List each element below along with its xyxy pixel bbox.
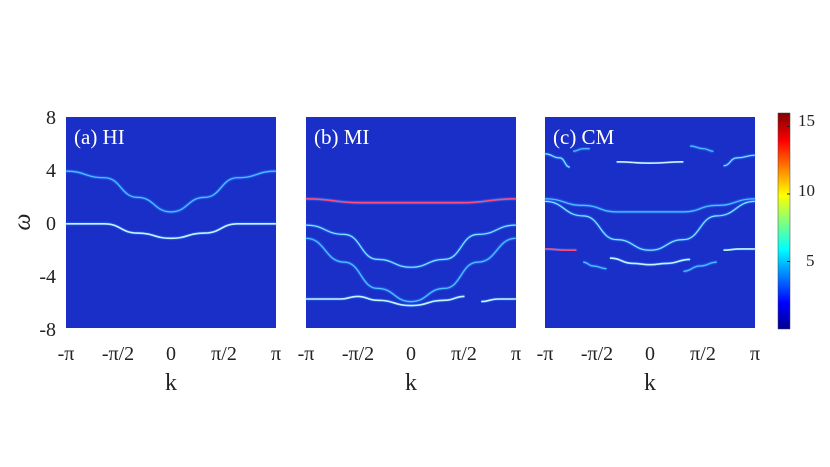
band-line [723,154,755,167]
x-tick-label: π/2 [451,343,477,365]
band-line [609,257,691,266]
colorbar-ticks [787,126,790,262]
x-tick-label: 0 [406,343,416,365]
panel-b-plot-area [306,117,516,328]
band-line [616,161,684,165]
band-line [66,222,276,240]
colorbar-gradient [777,112,791,330]
band-line [545,248,577,251]
band-line [66,170,276,213]
x-tick-label: 0 [645,343,655,365]
band-line [306,295,465,307]
band-line [723,248,755,251]
x-tick-label: π [511,343,521,365]
band-line [306,198,516,204]
x-tick-label: π [271,343,281,365]
panel-c: (c) CM -π -π/2 0 π/2 π k [537,117,760,396]
x-tick-label: -π/2 [581,343,613,365]
band-line [545,198,755,213]
x-axis-label: k [165,370,177,396]
y-tick-label: -4 [39,266,56,288]
x-tick-label: -π/2 [342,343,374,365]
band-line [583,261,607,270]
panel-a-bands [66,169,276,240]
colorbar-tick-label: 5 [806,251,815,270]
x-tick-label: -π/2 [102,343,134,365]
panel-b-bands [305,197,517,308]
band-line [573,148,590,152]
x-tick-label: π/2 [690,343,716,365]
y-tick-label: 0 [46,213,56,235]
colorbar-tick-label: 15 [798,111,815,130]
band-line [306,237,516,303]
band-line [545,200,755,251]
panel-a-title: (a) HI [74,125,125,149]
x-axis-label: k [644,370,656,396]
panel-b: (b) MI -π -π/2 0 π/2 π k [298,117,521,396]
x-tick-label: 0 [166,343,176,365]
x-tick-label: -π [58,343,75,365]
x-tick-label: -π [298,343,315,365]
panel-c-plot-area [545,117,755,328]
colorbar: 15 10 5 [777,111,815,330]
y-axis-label: ω [10,214,36,231]
band-line [683,261,717,272]
band-line [306,224,516,268]
x-axis-label: k [405,370,417,396]
y-tick-label: 8 [46,107,56,129]
x-tick-label: -π [537,343,554,365]
band-line [690,145,714,152]
band-line [545,153,570,168]
colorbar-tick-label: 10 [798,181,815,200]
panel-a: (a) HI 8 4 0 -4 -8 ω -π -π/2 0 π/2 π k [10,107,281,396]
panel-c-title: (c) CM [553,125,615,149]
panel-b-title: (b) MI [314,125,369,149]
y-tick-label: 4 [46,160,56,182]
y-tick-label: -8 [39,319,56,341]
panel-c-bands [545,144,755,273]
x-tick-label: π [750,343,760,365]
band-line [481,298,516,303]
x-tick-label: π/2 [211,343,237,365]
